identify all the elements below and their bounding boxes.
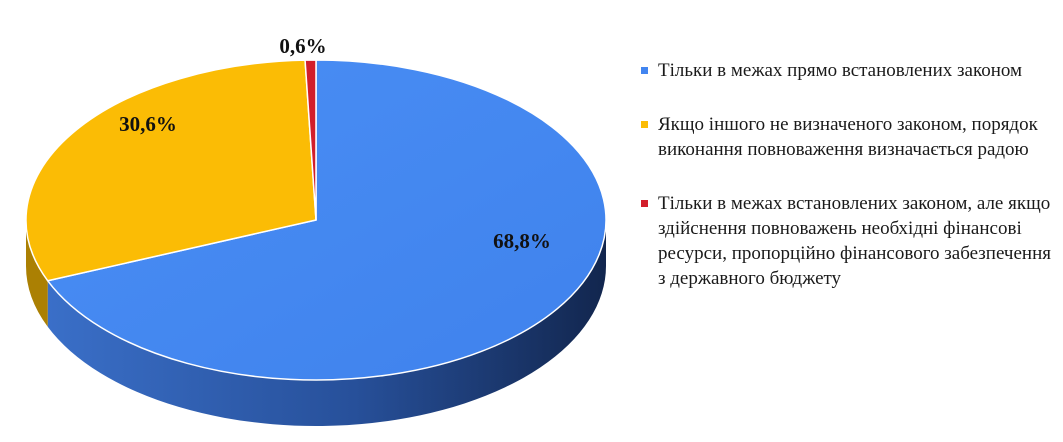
data-label-within-law: 68,8% bbox=[493, 229, 551, 253]
slice-side-council-decides bbox=[26, 220, 48, 327]
data-label-state-budget: 0,6% bbox=[279, 34, 326, 58]
legend-label: Якщо іншого не визначеного законом, поря… bbox=[658, 114, 1038, 160]
legend-swatch-yellow bbox=[641, 121, 648, 128]
legend-label: Тільки в межах прямо встановлених законо… bbox=[658, 60, 1023, 81]
legend-swatch-blue bbox=[641, 67, 648, 74]
data-label-council-decides: 30,6% bbox=[119, 112, 177, 136]
legend-label: Тільки в межах встановлених законом, але… bbox=[658, 193, 1051, 289]
legend-item-council-decides: Якщо іншого не визначеного законом, поря… bbox=[638, 112, 1058, 162]
slice-state-budget bbox=[304, 59, 317, 221]
pie-chart: 68,8% 30,6% 0,6% bbox=[25, 34, 607, 427]
legend: Тільки в межах прямо встановлених законо… bbox=[638, 58, 1058, 291]
legend-swatch-red bbox=[641, 200, 648, 207]
slice-within-law bbox=[46, 59, 607, 381]
pie-data-labels: 68,8% 30,6% 0,6% bbox=[119, 34, 551, 253]
slice-council-decides bbox=[25, 59, 317, 282]
slice-side-within-law bbox=[47, 220, 607, 427]
pie-slices bbox=[25, 59, 607, 381]
legend-item-within-law: Тільки в межах прямо встановлених законо… bbox=[638, 58, 1058, 83]
pie-side-walls bbox=[26, 220, 607, 427]
legend-item-state-budget: Тільки в межах встановлених законом, але… bbox=[638, 191, 1058, 291]
